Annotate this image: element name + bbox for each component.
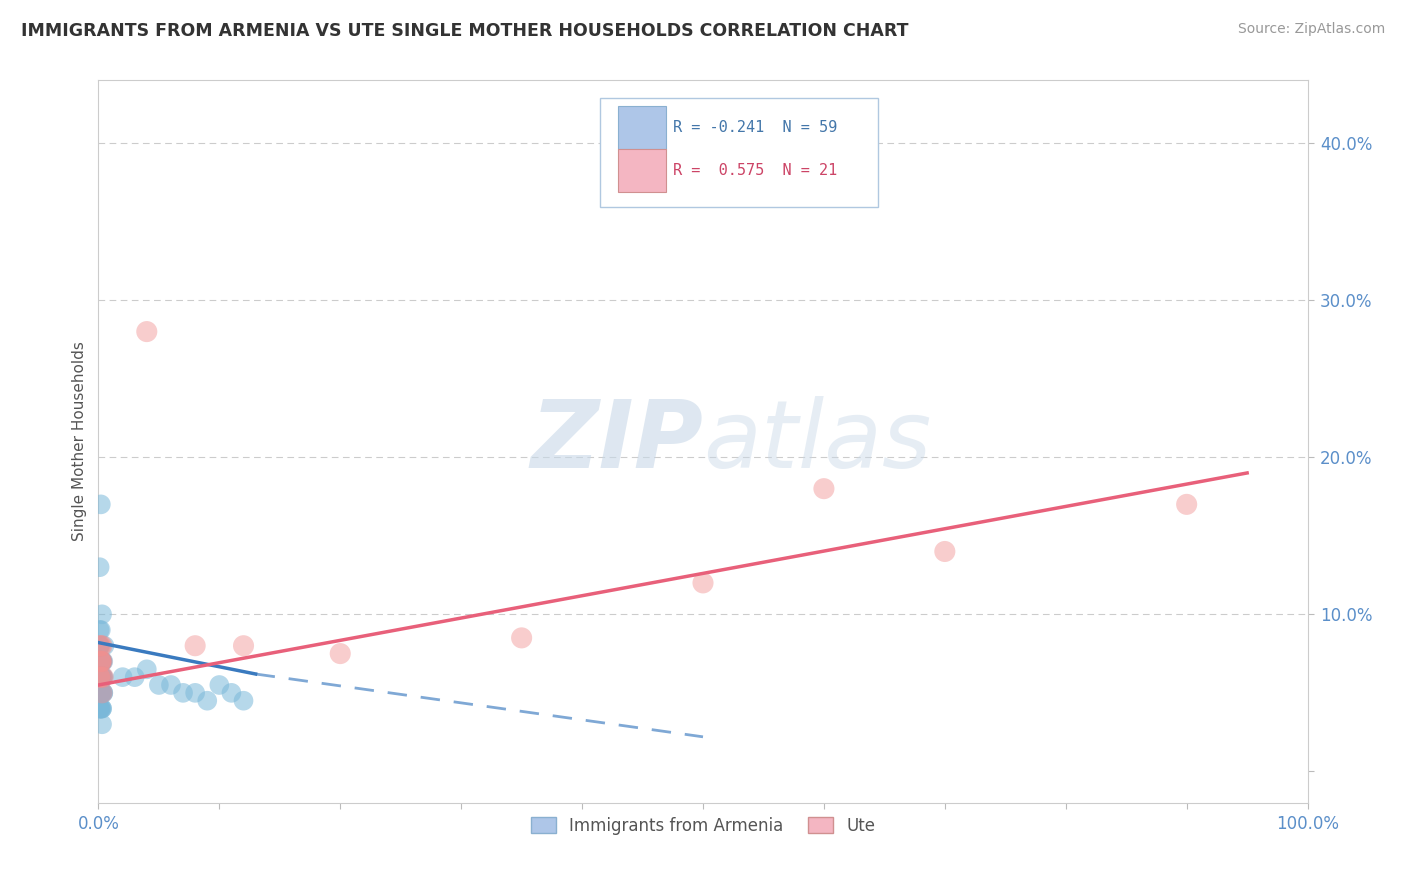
Point	[90, 686, 112, 700]
Point	[91, 655, 114, 669]
Point	[934, 544, 956, 558]
Point	[221, 686, 243, 700]
Point	[90, 670, 112, 684]
Text: R =  0.575  N = 21: R = 0.575 N = 21	[672, 163, 837, 178]
Point	[91, 655, 114, 669]
Point	[91, 686, 114, 700]
Point	[89, 639, 111, 653]
Point	[89, 670, 111, 684]
Point	[184, 639, 207, 653]
Text: R = -0.241  N = 59: R = -0.241 N = 59	[672, 120, 837, 135]
Point	[91, 670, 114, 684]
Point	[91, 655, 114, 669]
Point	[111, 670, 134, 684]
Point	[90, 655, 112, 669]
Point	[172, 686, 194, 700]
Point	[91, 670, 114, 684]
Point	[89, 639, 111, 653]
Point	[91, 686, 114, 700]
Point	[90, 701, 112, 715]
Point	[91, 639, 114, 653]
Point	[89, 655, 111, 669]
Point	[89, 670, 111, 684]
Point	[135, 325, 157, 339]
Point	[90, 686, 112, 700]
Point	[89, 623, 111, 637]
Point	[1175, 497, 1198, 511]
Legend: Immigrants from Armenia, Ute: Immigrants from Armenia, Ute	[524, 810, 882, 841]
Point	[90, 670, 112, 684]
Point	[91, 655, 114, 669]
Point	[90, 701, 112, 715]
Point	[692, 575, 714, 590]
Point	[90, 655, 112, 669]
Point	[148, 678, 170, 692]
Point	[124, 670, 146, 684]
Text: atlas: atlas	[703, 396, 931, 487]
Point	[91, 655, 114, 669]
Text: IMMIGRANTS FROM ARMENIA VS UTE SINGLE MOTHER HOUSEHOLDS CORRELATION CHART: IMMIGRANTS FROM ARMENIA VS UTE SINGLE MO…	[21, 22, 908, 40]
Point	[91, 686, 114, 700]
Point	[90, 497, 112, 511]
Point	[90, 686, 112, 700]
Point	[89, 560, 111, 574]
Point	[90, 639, 112, 653]
Point	[89, 686, 111, 700]
Point	[89, 670, 111, 684]
Point	[329, 647, 352, 661]
Point	[160, 678, 183, 692]
FancyBboxPatch shape	[600, 98, 879, 207]
Point	[90, 686, 112, 700]
Point	[93, 639, 115, 653]
Point	[91, 701, 114, 715]
Point	[813, 482, 835, 496]
Point	[91, 670, 114, 684]
Point	[90, 670, 112, 684]
Point	[91, 655, 114, 669]
Point	[90, 655, 112, 669]
Point	[89, 639, 111, 653]
Point	[91, 655, 114, 669]
Point	[89, 686, 111, 700]
Point	[91, 686, 114, 700]
FancyBboxPatch shape	[619, 149, 665, 192]
Point	[89, 701, 111, 715]
Y-axis label: Single Mother Households: Single Mother Households	[72, 342, 87, 541]
Text: ZIP: ZIP	[530, 395, 703, 488]
Point	[91, 670, 114, 684]
Point	[90, 655, 112, 669]
Point	[232, 694, 254, 708]
Point	[89, 670, 111, 684]
Point	[184, 686, 207, 700]
Point	[89, 686, 111, 700]
Point	[89, 686, 111, 700]
Point	[91, 686, 114, 700]
Point	[195, 694, 218, 708]
Point	[510, 631, 533, 645]
Point	[90, 670, 112, 684]
Point	[90, 623, 112, 637]
Point	[90, 670, 112, 684]
Point	[91, 670, 114, 684]
Point	[91, 670, 114, 684]
Point	[91, 607, 114, 622]
Text: Source: ZipAtlas.com: Source: ZipAtlas.com	[1237, 22, 1385, 37]
Point	[208, 678, 231, 692]
Point	[90, 655, 112, 669]
Point	[91, 701, 114, 715]
Point	[91, 717, 114, 731]
Point	[135, 662, 157, 676]
FancyBboxPatch shape	[619, 106, 665, 149]
Point	[232, 639, 254, 653]
Point	[89, 701, 111, 715]
Point	[89, 639, 111, 653]
